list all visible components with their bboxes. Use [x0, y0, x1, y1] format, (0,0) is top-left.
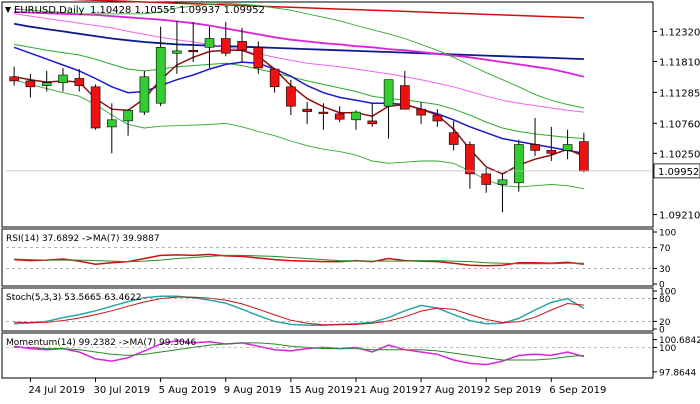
ma-red-long-line	[69, 0, 584, 19]
candle-body	[123, 110, 133, 122]
candle-body	[155, 46, 166, 104]
candle-body	[562, 144, 573, 151]
candle-body	[204, 38, 215, 48]
ohlc-values: 1.10428 1.10555 1.09937 1.09952	[90, 5, 265, 16]
date-axis: 24 Jul 2019 30 Jul 2019 5 Aug 2019 9 Aug 20…	[28, 378, 606, 396]
date-tick-label: 21 Aug 2019	[354, 385, 418, 396]
level-tick-label: 70	[659, 244, 671, 254]
date-tick-label: 24 Jul 2019	[28, 385, 85, 396]
date-tick-label: 27 Aug 2019	[419, 385, 483, 396]
candle-body	[546, 150, 557, 154]
level-tick-label: 0	[659, 281, 665, 291]
candle-body	[530, 144, 540, 151]
candle-body	[237, 41, 247, 51]
level-tick-label: 100	[659, 288, 676, 298]
date-tick-label: 5 Aug 2019	[159, 385, 217, 396]
rsi-panel-frame	[1, 228, 654, 287]
candle-body	[579, 141, 589, 172]
level-tick-label: 100.6842	[659, 336, 700, 346]
fast-brown-line	[13, 49, 585, 175]
date-tick-label: 30 Jul 2019	[94, 385, 151, 396]
candle-body	[497, 179, 508, 185]
stoch-lines	[14, 295, 585, 326]
symbol-label: EURUSD,Daily	[14, 5, 85, 16]
price-tick-label: 1.11285	[659, 88, 700, 99]
price-tick-label: 1.12320	[659, 27, 700, 38]
level-tick-label: 80	[659, 295, 671, 305]
candle-body	[351, 111, 361, 121]
date-tick-label: 9 Aug 2019	[224, 385, 282, 396]
candle-body	[513, 144, 524, 184]
ma-navy-line	[13, 22, 584, 60]
candle-body	[302, 108, 313, 112]
price-tick-label: 1.10760	[659, 119, 700, 130]
candle-body	[465, 144, 475, 175]
stoch-k-line	[14, 295, 585, 326]
date-tick-label: 15 Aug 2019	[289, 385, 353, 396]
momentum-title: Momentum(14) 99.2382 ->MA(7) 99.3046	[6, 338, 197, 348]
dropdown-triangle-icon[interactable]	[5, 7, 11, 13]
candle-body	[399, 85, 410, 110]
momentum-lines	[13, 339, 585, 366]
rsi-lines	[14, 253, 584, 267]
candle-body	[383, 79, 394, 107]
candle-body	[139, 76, 150, 113]
price-tick-label: 1.11810	[659, 57, 700, 68]
candle-body	[448, 132, 459, 145]
level-tick-label: 97.8644	[659, 368, 696, 378]
ma-7--line	[14, 254, 584, 265]
stoch-title: Stoch(5,3,3) 53.5665 63.4622	[6, 293, 141, 303]
candle-body	[221, 38, 231, 54]
price-tick-label: 1.10250	[659, 149, 700, 160]
candle-body	[74, 78, 85, 86]
candle-body	[253, 46, 264, 69]
rsi-14--line	[14, 253, 584, 267]
ma-magenta-line	[14, 11, 585, 78]
level-tick-label: 100	[659, 344, 676, 354]
price-overlay-lines	[13, 0, 585, 190]
candle-body	[269, 68, 280, 88]
level-tick-label: 30	[659, 265, 671, 275]
momentum-14--line	[13, 339, 585, 366]
candle-body	[481, 173, 492, 185]
price-axis: 1.12320 1.11810 1.11285 1.10760 1.10250 1.092…	[6, 27, 700, 222]
candle-body	[286, 86, 296, 107]
candle-body	[188, 49, 198, 53]
level-tick-label: 20	[659, 318, 671, 328]
candle-body	[432, 114, 443, 122]
bollinger-upper-line	[14, 2, 584, 109]
level-tick-label: 100	[659, 229, 676, 239]
stoch-d-line	[14, 296, 584, 326]
price-tick-label: 1.09210	[659, 211, 700, 222]
candle-body	[318, 111, 329, 114]
candle-body	[334, 113, 345, 120]
candle-body	[367, 120, 378, 125]
candle-body	[25, 80, 36, 88]
level-tick-label: 0	[659, 326, 665, 336]
candle-body	[41, 82, 52, 86]
date-tick-label: 2 Sep 2019	[484, 385, 541, 396]
ma-7--line	[14, 342, 584, 361]
candles-group	[9, 20, 589, 213]
rsi-title: RSI(14) 37.6892 ->MA(7) 39.9887	[6, 234, 160, 244]
date-tick-label: 6 Sep 2019	[549, 385, 606, 396]
candle-body	[58, 74, 68, 83]
ma-blue-line	[13, 46, 585, 155]
ma-pink-line	[14, 13, 584, 113]
candle-body	[107, 119, 117, 128]
candle-body	[9, 76, 19, 82]
candle-body	[172, 50, 182, 54]
current-price-box	[653, 163, 700, 179]
candle-body	[90, 86, 101, 129]
current-price-label: 1.09952	[658, 167, 699, 178]
bollinger-mid-line	[14, 43, 584, 140]
stoch-panel-frame	[1, 287, 654, 332]
candle-body	[416, 108, 426, 116]
